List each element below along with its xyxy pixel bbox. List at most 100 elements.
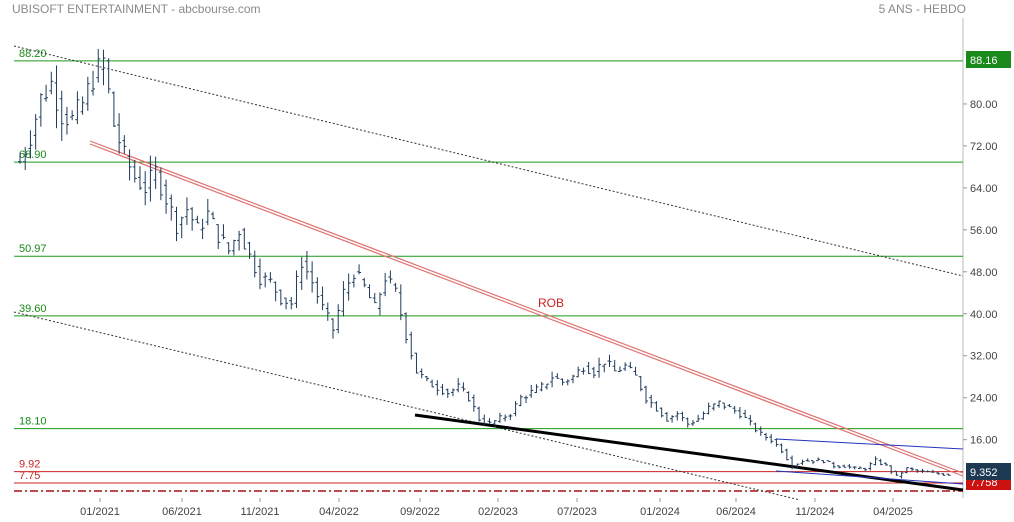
candle-bar: [247, 241, 252, 259]
candle-bar: [310, 261, 315, 293]
candle-bar: [816, 457, 821, 462]
candle-bar: [727, 403, 732, 408]
candle-bar: [946, 473, 951, 476]
high-price-badge: 88.16: [966, 51, 1011, 68]
candle-bar: [184, 197, 189, 226]
candle-bar: [492, 420, 497, 428]
candle-bar: [784, 448, 789, 461]
candle-bar: [758, 426, 763, 436]
candle-bar: [153, 156, 158, 189]
y-tick-label: 56.00: [970, 225, 998, 237]
candle-bar: [91, 70, 96, 96]
candle-bar: [393, 283, 398, 292]
candle-bar: [284, 297, 289, 310]
candle-bar: [80, 96, 85, 115]
candle-bar: [461, 382, 466, 392]
candle-bar: [565, 379, 570, 386]
candle-bar: [910, 467, 915, 472]
level-label: 68.90: [19, 149, 47, 161]
x-tick-label: 01/2021: [80, 506, 120, 518]
candle-bar: [534, 384, 539, 393]
level-label: 50.97: [19, 243, 47, 255]
candle-bar: [127, 149, 132, 181]
candle-bar: [164, 179, 169, 214]
candle-bar: [377, 292, 382, 316]
candle-bar: [315, 277, 320, 304]
candle-bar: [440, 384, 445, 396]
candle-bar: [331, 318, 335, 339]
candle-bar: [430, 379, 435, 388]
candle-bar: [518, 394, 523, 407]
level-label: 39.60: [19, 303, 47, 315]
candle-bar: [367, 284, 372, 299]
x-tick-label: 06/2024: [716, 506, 756, 518]
candle-bar: [101, 49, 106, 86]
candle-bar: [617, 366, 622, 372]
x-tick-label: 07/2023: [557, 506, 597, 518]
candle-bar: [237, 230, 242, 251]
candle-bar: [706, 402, 711, 415]
candle-bar: [487, 418, 492, 424]
candle-bar: [826, 460, 831, 462]
candle-bar: [466, 391, 471, 402]
candle-bar: [64, 106, 69, 135]
candle-bar: [690, 420, 695, 426]
candle-bar: [200, 218, 205, 240]
candle-bar: [278, 289, 283, 306]
candle-bar: [268, 272, 273, 283]
candle-bar: [158, 167, 163, 201]
candle-bar: [701, 411, 706, 420]
candle-bar: [675, 411, 680, 421]
candle-bar: [868, 462, 873, 471]
candle-bar: [456, 378, 461, 393]
candle-bar: [685, 417, 690, 428]
candle-bar: [555, 373, 560, 379]
candle-bar: [508, 414, 513, 421]
candle-bar: [289, 296, 294, 310]
candle-bar: [649, 394, 654, 408]
candle-bar: [633, 366, 638, 376]
candle-bar: [915, 469, 920, 473]
candle-bar: [654, 401, 659, 412]
candle-bar: [800, 459, 805, 466]
candle-bar: [696, 414, 701, 422]
candle-bar: [242, 227, 247, 250]
candle-bar: [299, 256, 304, 290]
x-tick-label: 04/2025: [873, 506, 913, 518]
x-tick-label: 06/2021: [162, 506, 202, 518]
candle-bar: [863, 467, 868, 471]
candle-bar: [810, 460, 815, 465]
candle-bar: [628, 362, 633, 369]
candle-bar: [362, 277, 367, 288]
y-tick-label: 32.00: [970, 351, 998, 363]
blue-line-lower: [775, 470, 964, 485]
candle-bar: [383, 272, 388, 297]
candle-bar: [732, 405, 737, 414]
candle-bar: [873, 456, 878, 466]
candle-bar: [612, 359, 617, 372]
candle-bar: [122, 135, 127, 154]
candle-bar: [117, 113, 122, 154]
last-price-badge-bg: [966, 463, 1011, 480]
candle-bar: [179, 216, 184, 239]
candle-bar: [894, 470, 899, 476]
level-label: 9.92: [19, 459, 40, 471]
candle-bar: [33, 114, 38, 150]
rob-annotation: ROB: [538, 296, 564, 310]
candle-bar: [842, 464, 847, 468]
candle-bar: [513, 401, 518, 417]
candle-bar: [346, 273, 351, 301]
candle-bar: [763, 432, 768, 441]
candle-bar: [925, 470, 930, 473]
y-tick-label: 72.00: [970, 141, 998, 153]
candle-bar: [195, 215, 200, 224]
lower-channel-line: [13, 311, 801, 501]
candle-bar: [325, 302, 330, 321]
candle-bar: [111, 91, 116, 127]
x-tick-label: 11/2021: [241, 506, 280, 518]
candle-bar: [774, 438, 779, 447]
candle-bar: [143, 171, 148, 206]
candle-bar: [717, 400, 722, 408]
candle-bar: [357, 264, 362, 275]
